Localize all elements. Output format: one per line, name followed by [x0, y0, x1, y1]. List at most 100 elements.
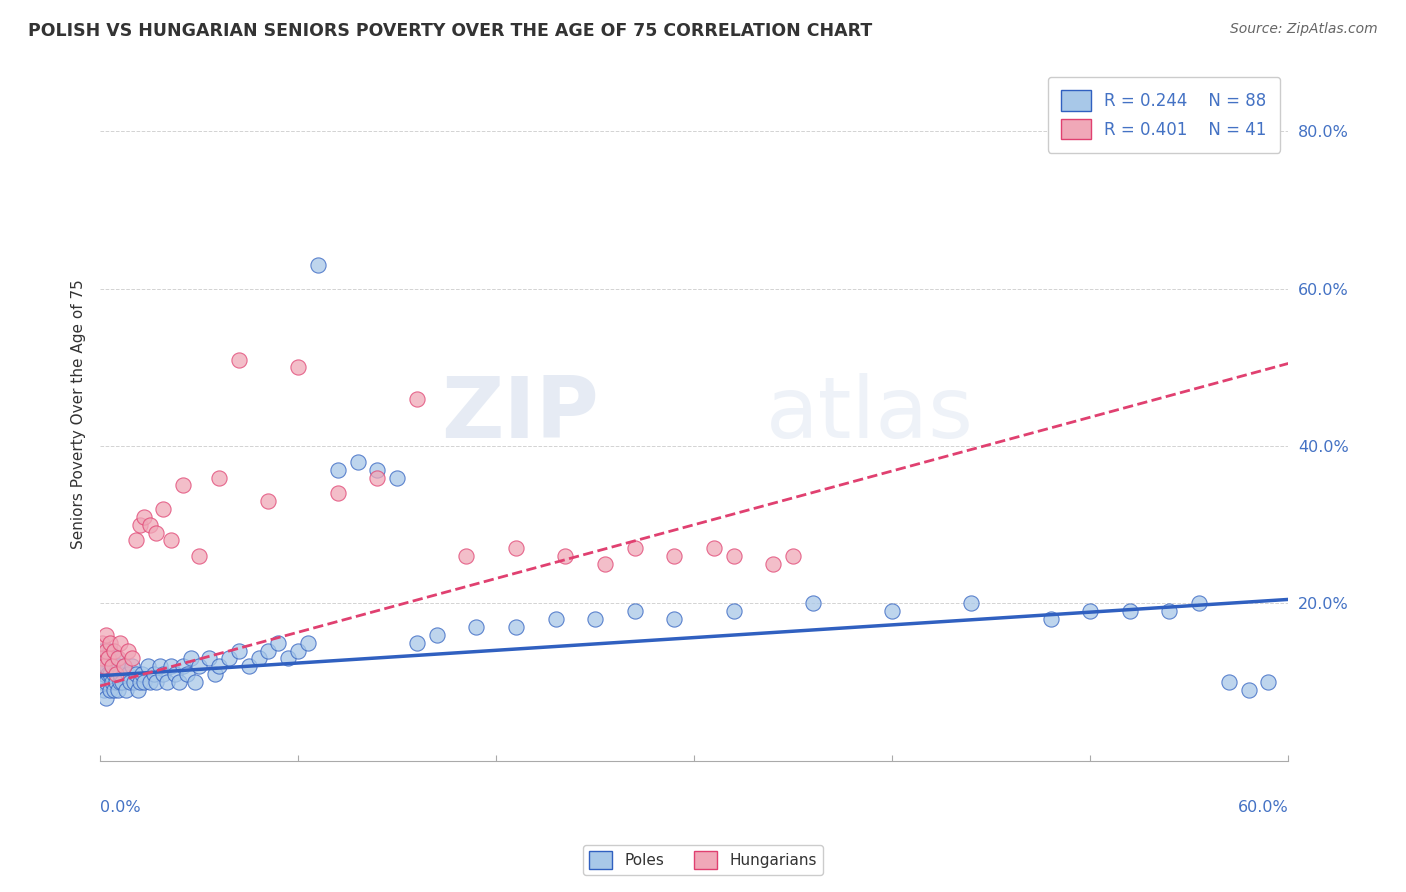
Point: [101, 675, 124, 690]
Point: [257, 643, 280, 657]
Point: [103, 682, 125, 697]
Point: [93, 682, 115, 697]
Point: [204, 667, 226, 681]
Point: [118, 675, 141, 690]
Point: [1188, 596, 1211, 610]
Point: [198, 651, 221, 665]
Point: [98, 682, 121, 697]
Point: [366, 470, 388, 484]
Legend: R = 0.244    N = 88, R = 0.401    N = 41: R = 0.244 N = 88, R = 0.401 N = 41: [1047, 77, 1279, 153]
Point: [108, 675, 131, 690]
Point: [326, 486, 349, 500]
Point: [111, 675, 134, 690]
Point: [94, 659, 117, 673]
Point: [103, 667, 125, 681]
Point: [426, 628, 449, 642]
Point: [145, 675, 167, 690]
Point: [94, 643, 117, 657]
Point: [1218, 675, 1240, 690]
Point: [142, 667, 165, 681]
Point: [172, 478, 194, 492]
Text: 60.0%: 60.0%: [1237, 799, 1288, 814]
Point: [145, 525, 167, 540]
Point: [138, 517, 160, 532]
Point: [127, 682, 149, 697]
Point: [91, 651, 114, 665]
Point: [208, 470, 231, 484]
Point: [121, 651, 143, 665]
Point: [117, 643, 139, 657]
Point: [104, 675, 127, 690]
Point: [132, 509, 155, 524]
Point: [172, 659, 194, 673]
Point: [138, 675, 160, 690]
Point: [91, 636, 114, 650]
Point: [465, 620, 488, 634]
Point: [107, 682, 129, 697]
Point: [107, 659, 129, 673]
Point: [703, 541, 725, 556]
Point: [93, 667, 115, 681]
Point: [125, 533, 148, 548]
Point: [98, 667, 121, 681]
Point: [723, 549, 745, 564]
Point: [801, 596, 824, 610]
Point: [121, 659, 143, 673]
Point: [104, 667, 127, 681]
Point: [287, 643, 309, 657]
Point: [723, 604, 745, 618]
Point: [208, 659, 231, 673]
Point: [238, 659, 260, 673]
Point: [218, 651, 240, 665]
Point: [762, 557, 785, 571]
Point: [165, 667, 187, 681]
Point: [160, 533, 183, 548]
Point: [94, 628, 117, 642]
Point: [98, 643, 121, 657]
Point: [97, 651, 120, 665]
Point: [1257, 675, 1279, 690]
Point: [554, 549, 576, 564]
Point: [456, 549, 478, 564]
Point: [122, 675, 145, 690]
Point: [117, 667, 139, 681]
Point: [623, 541, 645, 556]
Point: [115, 682, 138, 697]
Point: [228, 352, 250, 367]
Point: [188, 549, 211, 564]
Point: [544, 612, 567, 626]
Point: [125, 667, 148, 681]
Point: [505, 620, 527, 634]
Point: [132, 675, 155, 690]
Point: [1237, 682, 1260, 697]
Point: [406, 392, 429, 406]
Point: [91, 659, 114, 673]
Point: [346, 455, 368, 469]
Point: [94, 675, 117, 690]
Legend: Poles, Hungarians: Poles, Hungarians: [582, 845, 824, 875]
Point: [128, 517, 150, 532]
Point: [505, 541, 527, 556]
Point: [156, 675, 179, 690]
Point: [152, 502, 174, 516]
Text: 0.0%: 0.0%: [100, 799, 141, 814]
Point: [112, 659, 135, 673]
Point: [583, 612, 606, 626]
Point: [184, 675, 207, 690]
Point: [188, 659, 211, 673]
Point: [91, 643, 114, 657]
Point: [97, 651, 120, 665]
Point: [247, 651, 270, 665]
Point: [297, 636, 319, 650]
Point: [882, 604, 904, 618]
Point: [136, 659, 159, 673]
Text: Source: ZipAtlas.com: Source: ZipAtlas.com: [1230, 22, 1378, 37]
Point: [101, 659, 124, 673]
Text: ZIP: ZIP: [441, 373, 599, 456]
Point: [623, 604, 645, 618]
Point: [101, 659, 124, 673]
Point: [385, 470, 408, 484]
Point: [1078, 604, 1101, 618]
Point: [664, 612, 686, 626]
Point: [94, 690, 117, 705]
